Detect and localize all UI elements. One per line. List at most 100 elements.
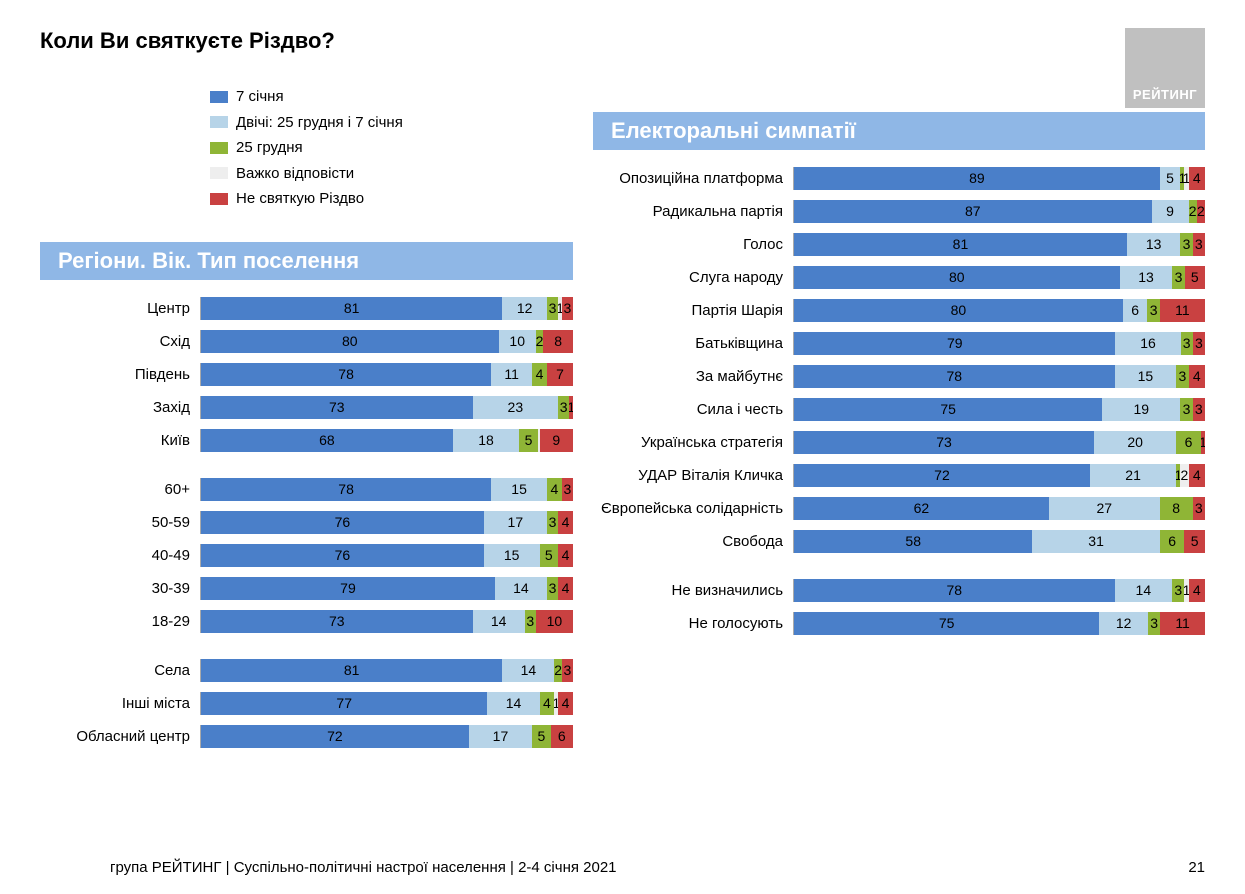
bar-segment: 5: [1185, 266, 1205, 289]
bar-segment: 3: [547, 297, 558, 320]
bar-label: Свобода: [593, 533, 793, 550]
bar-segment: 20: [1094, 431, 1176, 454]
bar-segment: 5: [1160, 167, 1181, 190]
bar-row: 30-39791434: [40, 574, 573, 603]
bar-segment: 3: [1172, 266, 1184, 289]
bar-row: Захід732331: [40, 393, 573, 422]
bar-row: Схід801028: [40, 327, 573, 356]
bar-label: Інші міста: [40, 695, 200, 712]
left-column: Регіони. Вік. Тип поселення Центр8112313…: [40, 242, 573, 771]
bar-track: 681859: [200, 429, 573, 452]
bar-segment: 62: [794, 497, 1049, 520]
bar-segment: 14: [487, 692, 539, 715]
bar-row: Південь781147: [40, 360, 573, 389]
legend-swatch: [210, 167, 228, 179]
bar-segment: 19: [1102, 398, 1180, 421]
bar-segment: 23: [473, 396, 559, 419]
bar-row: Київ681859: [40, 426, 573, 455]
bar-segment: 3: [1172, 579, 1184, 602]
bar-segment: 2: [1189, 200, 1197, 223]
bar-segment: 15: [484, 544, 540, 567]
bar-row: 40-49761554: [40, 541, 573, 570]
right-section-header: Електоральні симпатії: [593, 112, 1205, 150]
bar-segment: 3: [547, 577, 558, 600]
bar-segment: 3: [562, 478, 573, 501]
bar-segment: 11: [1160, 299, 1205, 322]
bar-segment: 14: [473, 610, 525, 633]
bar-track: 761554: [200, 544, 573, 567]
bar-segment: 1: [1201, 431, 1205, 454]
bar-row: УДАР Віталія Кличка7221124: [593, 461, 1205, 490]
bar-segment: 3: [525, 610, 536, 633]
bar-label: Опозиційна платформа: [593, 170, 793, 187]
bar-label: Не голосують: [593, 615, 793, 632]
bar-label: За майбутнє: [593, 368, 793, 385]
bar-track: 781534: [793, 365, 1205, 388]
bar-label: Батьківщина: [593, 335, 793, 352]
bar-label: Київ: [40, 432, 200, 449]
bar-track: 583165: [793, 530, 1205, 553]
bar-segment: 12: [502, 297, 547, 320]
bar-segment: 13: [1120, 266, 1173, 289]
bar-row: Опозиційна платформа895114: [593, 164, 1205, 193]
bar-track: 7814314: [793, 579, 1205, 602]
bar-segment: 79: [794, 332, 1115, 355]
bar-segment: 8: [543, 330, 573, 353]
bar-segment: 4: [558, 544, 573, 567]
bar-segment: 14: [1115, 579, 1173, 602]
bar-segment: 10: [499, 330, 536, 353]
bar-segment: 4: [1189, 579, 1205, 602]
bar-segment: 2: [1197, 200, 1205, 223]
bar-track: 811333: [793, 233, 1205, 256]
bar-label: Села: [40, 662, 200, 679]
bar-segment: 3: [1193, 497, 1205, 520]
bar-row: Свобода583165: [593, 527, 1205, 556]
bar-label: 40-49: [40, 547, 200, 564]
bar-track: 7314310: [200, 610, 573, 633]
bar-segment: 5: [1184, 530, 1205, 553]
bar-label: Партія Шарія: [593, 302, 793, 319]
bar-label: 30-39: [40, 580, 200, 597]
bar-label: 50-59: [40, 514, 200, 531]
bar-segment: 3: [547, 511, 558, 534]
bar-row: Голос811333: [593, 230, 1205, 259]
legend-swatch: [210, 91, 228, 103]
bar-segment: 8: [1160, 497, 1193, 520]
bar-group: Села811423Інші міста7714414Обласний цент…: [40, 656, 573, 751]
bar-segment: 2: [554, 659, 561, 682]
bar-segment: 3: [1176, 365, 1188, 388]
bar-row: 50-59761734: [40, 508, 573, 537]
bar-row: Не голосують7512311: [593, 609, 1205, 638]
bar-track: 751933: [793, 398, 1205, 421]
bar-segment: 3: [1193, 398, 1205, 421]
bar-row: 18-297314310: [40, 607, 573, 636]
bar-segment: 72: [201, 725, 469, 748]
bar-segment: 12: [1099, 612, 1148, 635]
bar-segment: 15: [1115, 365, 1177, 388]
bar-track: 732061: [793, 431, 1205, 454]
right-groups: Опозиційна платформа895114Радикальна пар…: [593, 164, 1205, 638]
bar-segment: 3: [1180, 233, 1192, 256]
bar-segment: 4: [1189, 365, 1205, 388]
bar-track: 895114: [793, 167, 1205, 190]
bar-segment: 6: [551, 725, 573, 748]
bar-segment: 4: [558, 692, 573, 715]
bar-segment: 81: [201, 297, 502, 320]
bar-segment: 17: [469, 725, 532, 748]
bar-segment: 27: [1049, 497, 1160, 520]
bar-segment: 3: [562, 659, 573, 682]
bar-segment: 9: [540, 429, 573, 452]
bar-segment: 78: [201, 363, 491, 386]
bar-segment: 5: [540, 544, 559, 567]
bar-segment: 73: [201, 396, 473, 419]
bar-row: Центр8112313: [40, 294, 573, 323]
legend-label: 7 січня: [236, 84, 284, 110]
bar-row: Батьківщина791633: [593, 329, 1205, 358]
bar-track: 7714414: [200, 692, 573, 715]
bar-track: 721756: [200, 725, 573, 748]
bar-segment: 3: [1180, 398, 1192, 421]
bar-label: Південь: [40, 366, 200, 383]
bar-segment: 80: [794, 266, 1120, 289]
bar-segment: 10: [536, 610, 573, 633]
bar-segment: 68: [201, 429, 453, 452]
